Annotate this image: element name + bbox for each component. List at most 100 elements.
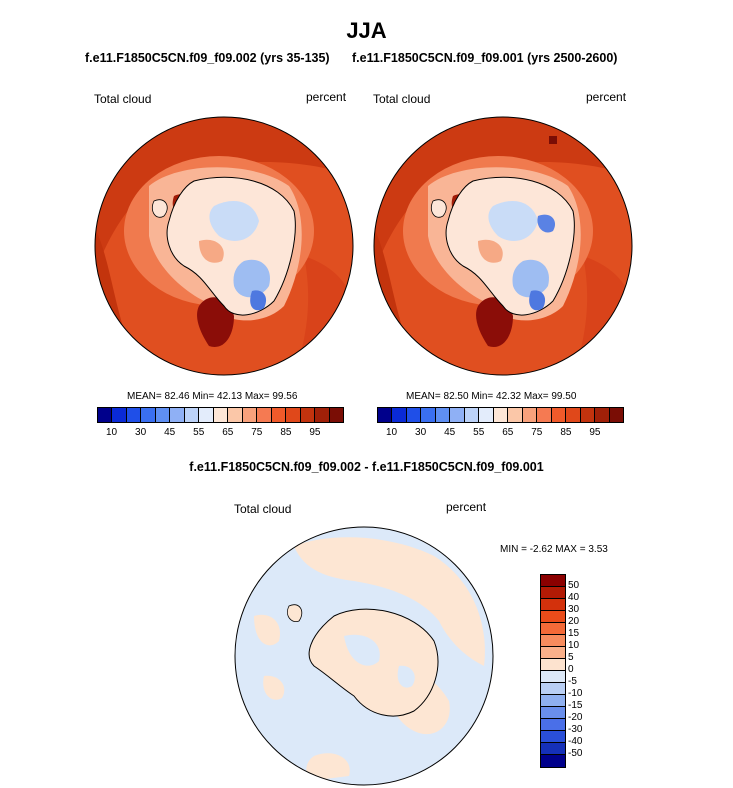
colorbar-tick-label: -10 (568, 688, 583, 699)
colorbar-tick-label: 75 (251, 427, 263, 438)
colorbar-swatch (541, 755, 565, 767)
colorbar-swatch (421, 408, 436, 422)
colorbar-swatch (126, 408, 142, 422)
colorbar-swatch (170, 408, 185, 422)
difference-title: f.e11.F1850C5CN.f09_f09.002 - f.e11.F185… (189, 460, 544, 474)
colorbar-tick-label: 15 (568, 628, 580, 639)
colorbar-swatch (286, 408, 301, 422)
panel-1-colorbar (97, 407, 344, 423)
colorbar-tick-label: 10 (385, 427, 398, 438)
colorbar-tick-label: 55 (473, 427, 485, 438)
colorbar-swatch (213, 408, 229, 422)
colorbar-swatch (541, 671, 565, 683)
colorbar-swatch (315, 408, 330, 422)
colorbar-tick-label: 30 (568, 604, 580, 615)
colorbar-swatch (541, 635, 565, 647)
panel-1-units-label: percent (306, 90, 347, 104)
colorbar-tick-label: 40 (568, 592, 580, 603)
colorbar-swatch (257, 408, 272, 422)
colorbar-swatch (522, 408, 538, 422)
panel-1-stats: MEAN= 82.46 Min= 42.13 Max= 99.56 (127, 391, 298, 402)
colorbar-tick-label: -50 (568, 748, 583, 759)
colorbar-swatch (406, 408, 422, 422)
colorbar-swatch (184, 408, 200, 422)
colorbar-swatch (464, 408, 480, 422)
colorbar-swatch (541, 695, 565, 707)
colorbar-swatch (155, 408, 171, 422)
colorbar-tick-label: 95 (589, 427, 601, 438)
panel-1-field-label: Total cloud (94, 92, 152, 106)
panel-2-run-title: f.e11.F1850C5CN.f09_f09.001 (yrs 2500-26… (352, 51, 618, 65)
panel-2-field-label: Total cloud (373, 92, 431, 106)
colorbar-tick-label: 45 (444, 427, 456, 438)
colorbar-swatch (541, 743, 565, 755)
panel-2-units-label: percent (586, 90, 627, 104)
colorbar-swatch (450, 408, 465, 422)
panel-2-polar-map (373, 116, 633, 376)
colorbar-swatch (329, 408, 343, 422)
colorbar-swatch (228, 408, 243, 422)
colorbar-swatch (199, 408, 214, 422)
colorbar-tick-label: 95 (309, 427, 321, 438)
colorbar-tick-label: 30 (135, 427, 147, 438)
colorbar-swatch (300, 408, 316, 422)
colorbar-swatch (98, 408, 113, 422)
difference-stats: MIN = -2.62 MAX = 3.53 (500, 544, 608, 555)
panel-1-polar-map (94, 116, 354, 376)
colorbar-swatch (112, 408, 127, 422)
colorbar-swatch (541, 599, 565, 611)
colorbar-swatch (595, 408, 610, 422)
panel-2-stats: MEAN= 82.50 Min= 42.32 Max= 99.50 (406, 391, 577, 402)
colorbar-swatch (541, 647, 565, 659)
panel-1-run-title: f.e11.F1850C5CN.f09_f09.002 (yrs 35-135) (85, 51, 330, 65)
colorbar-tick-label: -20 (568, 712, 583, 723)
colorbar-swatch (479, 408, 494, 422)
colorbar-tick-label: 30 (415, 427, 427, 438)
colorbar-swatch (541, 623, 565, 635)
colorbar-swatch (541, 659, 565, 671)
colorbar-swatch (541, 611, 565, 623)
colorbar-tick-label: 65 (222, 427, 234, 438)
colorbar-swatch (541, 587, 565, 599)
colorbar-tick-label: 0 (568, 664, 574, 675)
difference-units-label: percent (446, 500, 487, 514)
colorbar-tick-label: 20 (568, 616, 580, 627)
colorbar-tick-label: 50 (568, 580, 580, 591)
colorbar-tick-label: 75 (531, 427, 543, 438)
colorbar-swatch (541, 731, 565, 743)
colorbar-tick-label: 85 (280, 427, 292, 438)
colorbar-swatch (141, 408, 156, 422)
colorbar-tick-label: 10 (568, 640, 580, 651)
colorbar-swatch (541, 719, 565, 731)
colorbar-swatch (271, 408, 287, 422)
colorbar-tick-label: -15 (568, 700, 583, 711)
difference-field-label: Total cloud (234, 502, 292, 516)
colorbar-swatch (609, 408, 623, 422)
colorbar-tick-label: 85 (560, 427, 572, 438)
colorbar-swatch (508, 408, 523, 422)
difference-polar-map (234, 526, 494, 786)
main-title: JJA (346, 18, 387, 43)
colorbar-swatch (541, 707, 565, 719)
colorbar-tick-label: -30 (568, 724, 583, 735)
colorbar-swatch (378, 408, 393, 422)
colorbar-swatch (537, 408, 552, 422)
colorbar-tick-label: 45 (164, 427, 176, 438)
colorbar-tick-label: -5 (568, 676, 577, 687)
difference-colorbar (540, 574, 566, 768)
colorbar-swatch (392, 408, 407, 422)
colorbar-swatch (541, 683, 565, 695)
colorbar-tick-label: 5 (568, 652, 574, 663)
panel-2-colorbar (377, 407, 624, 423)
colorbar-tick-label: -40 (568, 736, 583, 747)
colorbar-swatch (242, 408, 258, 422)
colorbar-swatch (580, 408, 596, 422)
colorbar-swatch (551, 408, 567, 422)
colorbar-swatch (493, 408, 509, 422)
colorbar-swatch (435, 408, 451, 422)
colorbar-tick-label: 55 (193, 427, 205, 438)
colorbar-tick-label: 65 (502, 427, 514, 438)
colorbar-swatch (541, 575, 565, 587)
colorbar-tick-label: 10 (105, 427, 118, 438)
colorbar-swatch (566, 408, 581, 422)
